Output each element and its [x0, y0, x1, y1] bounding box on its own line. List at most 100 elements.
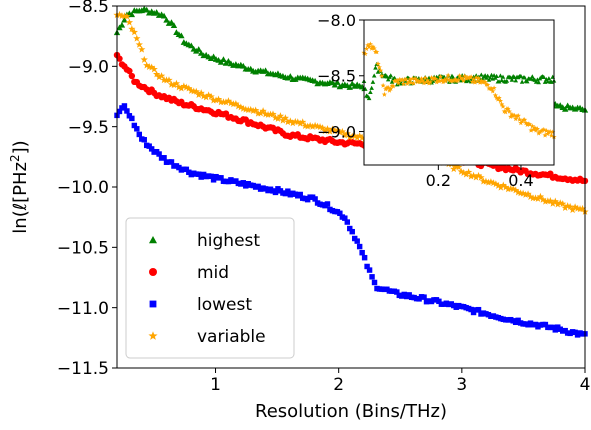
variable-point: [269, 110, 277, 118]
highest-point: [388, 73, 394, 78]
highest-point: [373, 65, 378, 70]
highest-point: [549, 79, 554, 84]
variable-point: [299, 118, 307, 126]
variable-point: [524, 121, 530, 127]
variable-point: [536, 130, 542, 136]
x-tick-label: 4: [580, 375, 591, 395]
variable-point: [546, 197, 554, 204]
variable-point: [510, 113, 516, 119]
variable-point: [521, 190, 530, 198]
lowest-point: [146, 143, 152, 149]
variable-point: [289, 119, 297, 127]
variable-point: [254, 109, 262, 117]
variable-point: [519, 118, 525, 124]
variable-point: [500, 103, 506, 109]
variable-point: [508, 113, 514, 119]
variable-point: [321, 127, 329, 135]
variable-point: [229, 100, 238, 108]
lowest-point: [148, 146, 155, 152]
variable-point: [527, 121, 533, 127]
variable-point: [427, 79, 433, 85]
highest-point: [195, 46, 202, 52]
variable-point: [207, 92, 215, 100]
y-tick-label: −8.5: [68, 0, 109, 17]
variable-point: [497, 98, 504, 104]
variable-point: [524, 190, 532, 198]
variable-point: [463, 75, 469, 81]
highest-point: [371, 73, 377, 78]
variable-point: [381, 91, 388, 97]
variable-point: [165, 76, 173, 84]
series-variable: [361, 41, 557, 140]
lowest-point: [285, 188, 291, 194]
lowest-point: [208, 173, 214, 180]
highest-point: [536, 80, 541, 85]
variable-point: [374, 49, 380, 55]
variable-point: [526, 193, 535, 200]
variable-point: [450, 78, 456, 84]
lowest-point: [361, 254, 368, 261]
variable-point: [536, 192, 545, 200]
highest-point: [163, 16, 170, 23]
variable-point: [380, 82, 386, 88]
variable-point: [468, 74, 474, 80]
variable-point: [177, 84, 186, 92]
variable-point: [214, 95, 223, 103]
highest-point: [479, 72, 484, 77]
lowest-point: [195, 171, 202, 177]
inset-plot: 0.2 0.4 −9.0 −8.5 −8.0: [317, 11, 557, 190]
variable-point: [259, 107, 267, 115]
lowest-point: [121, 103, 128, 109]
variable-point: [489, 179, 498, 187]
variable-point: [502, 183, 510, 191]
variable-point: [316, 123, 324, 130]
variable-point: [400, 81, 407, 87]
variable-point: [375, 61, 381, 67]
highest-point: [518, 73, 524, 78]
highest-point: [385, 77, 391, 82]
x-tick-label: 0.4: [508, 171, 533, 190]
variable-point: [252, 106, 260, 114]
lowest-point: [324, 201, 331, 207]
legend-item-highest: highest: [149, 231, 260, 251]
variable-point: [492, 92, 498, 98]
variable-point: [379, 73, 385, 79]
y-axis-label-tail: ]): [10, 140, 31, 154]
legend-item-mid: mid: [149, 263, 229, 283]
legend-label: variable: [197, 327, 266, 347]
variable-point: [306, 121, 314, 129]
lowest-point: [272, 189, 279, 196]
highest-point: [368, 89, 373, 95]
variable-point: [266, 110, 275, 118]
variable-point: [431, 75, 437, 81]
highest-point: [546, 76, 552, 81]
legend-label: highest: [197, 231, 260, 251]
legend-marker-lowest: [149, 300, 157, 308]
variable-point: [462, 73, 468, 79]
variable-point: [155, 73, 163, 81]
legend-label: lowest: [197, 295, 252, 315]
lowest-point: [366, 267, 373, 273]
variable-point: [333, 126, 342, 134]
highest-point: [504, 78, 510, 83]
variable-point: [496, 95, 502, 101]
y-axis-label-superscript: 2: [8, 154, 22, 162]
variable-point: [554, 200, 562, 208]
variable-point: [478, 77, 484, 83]
variable-point: [464, 168, 473, 176]
highest-point: [143, 6, 150, 13]
variable-point: [446, 77, 453, 83]
variable-point: [395, 80, 402, 86]
legend-box: [125, 217, 295, 359]
variable-point: [294, 118, 302, 126]
legend-marker-variable: [148, 331, 158, 340]
variable-point: [376, 64, 382, 70]
variable-point: [578, 204, 587, 212]
variable-point: [413, 76, 419, 82]
highest-point: [541, 74, 547, 79]
variable-point: [539, 127, 546, 133]
variable-point: [450, 165, 458, 173]
variable-point: [485, 82, 491, 88]
variable-point: [271, 113, 280, 121]
highest-point: [561, 106, 569, 112]
